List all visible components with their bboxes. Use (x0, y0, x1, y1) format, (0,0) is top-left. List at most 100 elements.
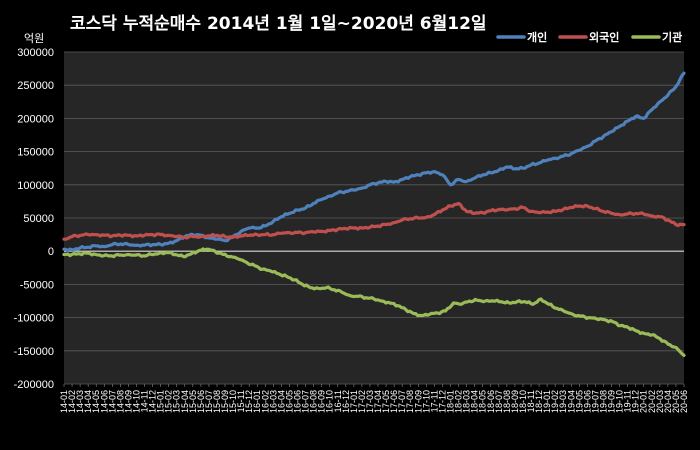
x-tick-label: 18-03 (462, 390, 472, 413)
series-line-1 (62, 71, 686, 253)
x-tick-label: 15-11 (236, 390, 246, 412)
gridlines (64, 51, 684, 385)
x-tick-label: 17-04 (373, 390, 383, 413)
legend-label: 외국인 (589, 30, 619, 44)
x-tick-label: 17-12 (437, 390, 447, 413)
x-tick-label: 16-09 (317, 390, 327, 413)
x-tick-label: 15-07 (204, 390, 214, 413)
x-tick-label: 14-08 (115, 390, 125, 413)
series-line-2 (62, 201, 686, 241)
series-lines (62, 71, 686, 357)
y-axis-unit-label: 억원 (24, 32, 44, 45)
x-tick-label: 16-07 (301, 390, 311, 413)
x-tick-label: 18-01 (445, 390, 455, 413)
x-tick-label: 18-09 (510, 390, 520, 413)
x-tick-label: 14-10 (131, 390, 141, 413)
x-tick-label: 17-03 (365, 390, 375, 413)
x-tick-label: 15-05 (188, 390, 198, 413)
x-tick-label: 14-11 (140, 390, 150, 412)
x-tick-label: 17-11 (429, 390, 439, 412)
x-tick-label: 16-01 (252, 390, 262, 413)
x-tick-label: 15-03 (172, 390, 182, 413)
x-tick-label: 18-07 (494, 390, 504, 413)
y-tick-label: -150000 (14, 346, 54, 358)
x-tick-label: 19-07 (590, 390, 600, 413)
x-tick-label: 19-04 (566, 390, 576, 413)
x-tick-label: 15-06 (196, 390, 206, 413)
x-tick-label: 20-05 (671, 390, 681, 413)
x-tick-label: 18-10 (518, 390, 528, 413)
x-tick-label: 17-10 (421, 390, 431, 413)
x-tick-label: 15-02 (164, 390, 174, 413)
x-tick-label: 14-06 (99, 390, 109, 413)
y-tick-label: 100000 (17, 180, 54, 192)
x-tick-label: 14-03 (75, 390, 85, 413)
y-tick-label: -50000 (20, 279, 54, 291)
x-axis-ticks: 14-0114-0214-0314-0414-0514-0614-0714-08… (59, 384, 689, 413)
x-tick-label: 14-04 (83, 390, 93, 413)
x-tick-label: 20-04 (663, 390, 673, 413)
x-tick-label: 18-11 (526, 390, 536, 412)
y-tick-label: 50000 (23, 213, 54, 225)
x-tick-label: 14-05 (91, 390, 101, 413)
x-tick-label: 18-02 (454, 390, 464, 413)
x-tick-label: 15-08 (212, 390, 222, 413)
y-tick-label: 250000 (17, 80, 54, 92)
x-tick-label: 15-12 (244, 390, 254, 413)
y-tick-label: 150000 (17, 147, 54, 159)
x-tick-label: 20-02 (647, 390, 657, 413)
x-tick-label: 18-08 (502, 390, 512, 413)
x-tick-label: 19-01 (542, 390, 552, 413)
x-tick-label: 16-05 (284, 390, 294, 413)
y-tick-label: 0 (48, 246, 54, 258)
x-tick-label: 14-09 (123, 390, 133, 413)
x-tick-label: 18-12 (534, 390, 544, 413)
x-tick-label: 19-09 (607, 390, 617, 413)
y-tick-label: -100000 (14, 313, 54, 325)
x-tick-label: 19-12 (631, 390, 641, 413)
x-tick-label: 17-01 (349, 390, 359, 413)
x-tick-label: 15-01 (156, 390, 166, 413)
x-tick-label: 18-04 (470, 390, 480, 413)
x-tick-label: 16-06 (293, 390, 303, 413)
x-tick-label: 20-06 (679, 390, 689, 413)
x-tick-label: 14-02 (67, 390, 77, 413)
x-tick-label: 16-08 (309, 390, 319, 413)
x-tick-label: 17-08 (405, 390, 415, 413)
x-tick-label: 16-04 (276, 390, 286, 413)
x-tick-label: 16-11 (333, 390, 343, 412)
chart-title: 코스닥 누적순매수 2014년 1월 1일~2020년 6월12일 (70, 14, 487, 34)
x-tick-label: 17-06 (389, 390, 399, 413)
x-tick-label: 16-03 (268, 390, 278, 413)
x-tick-label: 19-06 (582, 390, 592, 413)
x-tick-label: 17-05 (381, 390, 391, 413)
y-tick-label: 200000 (17, 113, 54, 125)
x-tick-label: 19-10 (615, 390, 625, 413)
y-tick-label: -200000 (14, 379, 54, 391)
x-tick-label: 14-12 (148, 390, 158, 413)
series-line-3 (62, 247, 686, 357)
legend-label: 기관 (662, 30, 682, 44)
x-tick-label: 19-03 (558, 390, 568, 413)
x-tick-label: 17-02 (357, 390, 367, 413)
x-tick-label: 16-02 (260, 390, 270, 413)
x-tick-label: 18-05 (478, 390, 488, 413)
x-tick-label: 20-03 (655, 390, 665, 413)
y-tick-label: 300000 (17, 47, 54, 59)
legend-label: 개인 (527, 30, 547, 44)
x-tick-label: 15-10 (228, 390, 238, 413)
x-tick-label: 19-05 (574, 390, 584, 413)
y-axis-ticks: 300000 250000 200000 150000 100000 50000 0 -500… (14, 47, 54, 391)
x-tick-label: 15-09 (220, 390, 230, 413)
x-tick-label: 16-12 (341, 390, 351, 413)
x-tick-label: 19-02 (550, 390, 560, 413)
x-tick-label: 17-07 (397, 390, 407, 413)
x-tick-label: 14-01 (59, 390, 69, 413)
x-tick-label: 20-01 (639, 390, 649, 413)
x-tick-label: 17-09 (413, 390, 423, 413)
x-tick-label: 15-04 (180, 390, 190, 413)
x-tick-label: 19-08 (598, 390, 608, 413)
x-tick-label: 14-07 (107, 390, 117, 413)
